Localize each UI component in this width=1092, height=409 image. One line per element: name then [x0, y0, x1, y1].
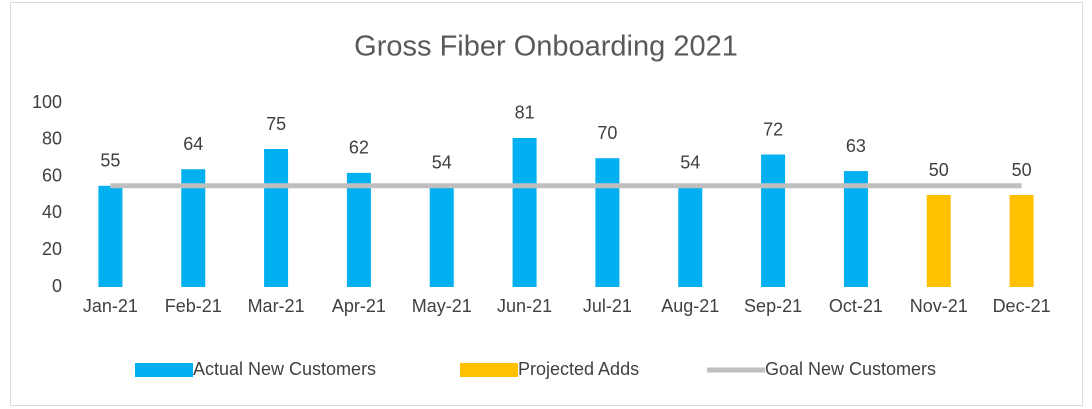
bar [1009, 195, 1034, 287]
x-tick-label: Jan-21 [83, 296, 138, 316]
bar [761, 154, 786, 287]
bar [98, 185, 123, 287]
data-label: 70 [597, 123, 617, 143]
x-tick-label: May-21 [412, 296, 472, 316]
y-tick-label: 60 [42, 165, 62, 185]
bar [346, 172, 371, 287]
data-label: 72 [763, 119, 783, 139]
data-label: 54 [680, 152, 700, 172]
bar [512, 137, 537, 287]
bar [181, 169, 206, 287]
bar [595, 158, 620, 287]
x-tick-label: Jun-21 [497, 296, 552, 316]
y-tick-label: 80 [42, 129, 62, 149]
x-tick-label: Jul-21 [583, 296, 632, 316]
x-tick-label: Dec-21 [993, 296, 1051, 316]
data-label: 62 [349, 138, 369, 158]
x-tick-label: Mar-21 [248, 296, 305, 316]
bar [926, 195, 951, 287]
x-tick-label: Oct-21 [829, 296, 883, 316]
bar [429, 187, 454, 287]
data-label: 54 [432, 152, 452, 172]
data-label: 63 [846, 136, 866, 156]
legend-label: Goal New Customers [765, 359, 936, 379]
legend-swatch [460, 363, 518, 377]
y-tick-label: 40 [42, 202, 62, 222]
legend-swatch [135, 363, 193, 377]
bar [678, 187, 703, 287]
chart-border [10, 2, 1083, 406]
bar [264, 149, 289, 287]
x-tick-label: Feb-21 [165, 296, 222, 316]
data-label: 55 [100, 151, 120, 171]
x-tick-label: Sep-21 [744, 296, 802, 316]
legend-label: Projected Adds [518, 359, 639, 379]
bar [843, 171, 868, 287]
legend-label: Actual New Customers [193, 359, 376, 379]
x-tick-label: Nov-21 [910, 296, 968, 316]
x-tick-label: Aug-21 [661, 296, 719, 316]
chart-title: Gross Fiber Onboarding 2021 [354, 31, 738, 63]
data-label: 75 [266, 114, 286, 134]
data-label: 81 [515, 103, 535, 123]
data-label: 64 [183, 134, 203, 154]
y-tick-label: 20 [42, 239, 62, 259]
y-tick-label: 100 [32, 92, 62, 112]
data-label: 50 [1012, 160, 1032, 180]
data-label: 50 [929, 160, 949, 180]
y-tick-label: 0 [52, 276, 62, 296]
x-tick-label: Apr-21 [332, 296, 386, 316]
